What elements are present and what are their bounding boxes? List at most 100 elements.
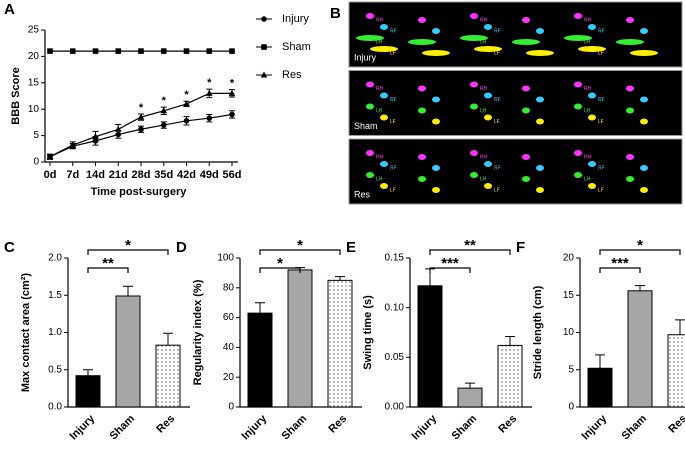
y-tick-label: 1.5 [48,290,62,301]
row-label: Res [354,189,371,199]
marker [260,71,268,78]
paw-label: LH [480,108,487,114]
x-tick-label: Res [154,413,177,436]
bar [75,375,101,408]
paw-print [574,172,582,178]
marker [229,111,235,118]
marker [160,107,168,114]
paw-print [418,176,426,182]
significance: * [297,237,303,254]
paw-print [356,35,384,41]
paw-label: RH [480,17,488,23]
paw-print [512,39,540,45]
paw-label: RF [494,97,501,103]
significance: * [277,255,283,272]
paw-label: LH [584,39,591,45]
paw-print [470,172,478,178]
paw-label: LF [494,119,500,125]
paw-print [626,107,634,114]
paw-print [484,24,492,30]
y-tick-label: 15 [28,77,40,88]
x-tick-label: 49d [200,169,219,181]
paw-print [522,176,530,182]
panel-letter: D [176,239,187,256]
x-tick-label: Res [666,413,685,436]
y-tick-label: 10 [28,104,40,115]
significance: *** [441,255,459,272]
error-bar [595,354,605,369]
marker [160,122,167,128]
paw-print [366,13,374,19]
paw-label: RH [480,86,488,92]
bracket [259,267,301,273]
marker [183,48,190,54]
paw-print [432,165,440,171]
paw-print [536,187,544,193]
y-tick-label: 0 [228,402,234,413]
error-bar [335,276,345,281]
y-tick-label: 0.00 [385,402,405,413]
bracket [259,249,341,255]
paw-label: RH [480,154,488,160]
error-bar [465,382,475,389]
x-tick-label: Injury [68,412,98,442]
y-tick-label: 10 [563,327,575,338]
paw-label: LF [390,187,396,193]
bar [587,367,613,408]
paw-label: RH [584,17,592,23]
bracket [429,267,471,273]
image-frame [348,1,683,68]
paw-print [522,154,530,160]
paw-label: LH [584,176,591,182]
x-tick-label: 7d [66,169,79,181]
annotation: * [184,89,189,101]
x-tick-label: Res [326,413,349,436]
paw-label: RF [598,97,605,103]
marker [206,48,213,54]
paw-print [536,28,544,34]
paw-print [408,39,436,45]
x-tick-label: Injury [240,412,270,442]
paw-print [626,85,634,92]
paw-label: LF [494,50,500,56]
y-tick-label: 80 [223,282,235,293]
bar [247,312,273,408]
paw-print [522,17,530,23]
marker [261,44,267,50]
marker [183,100,190,107]
x-tick-label: Sham [449,413,479,443]
marker [47,48,53,54]
paw-print [588,114,596,121]
marker [138,126,144,133]
y-axis-label: BBB Score [10,67,22,124]
paw-print [484,114,492,121]
panel-letter: C [4,239,15,256]
paw-label: RH [376,17,384,23]
paw-print [626,154,634,160]
y-tick-label: 60 [223,312,235,323]
marker [228,89,236,96]
x-tick-label: Sham [619,413,649,443]
row-label: Injury [354,52,377,62]
error-bar [635,285,645,291]
panel-letter: E [346,239,356,256]
marker [160,48,167,54]
paw-label: LH [376,108,383,114]
y-axis-label: Regularity index (%) [192,279,204,385]
significance: *** [611,255,629,272]
row-label: Sham [354,121,378,131]
paw-print [574,81,582,88]
marker [183,118,190,124]
marker [46,153,54,160]
x-tick-label: 56d [223,169,242,181]
y-tick-label: 0.15 [385,253,405,264]
bar [627,290,653,408]
bar [155,344,181,408]
bar [287,269,313,408]
y-tick-label: 20 [563,253,575,264]
paw-print [432,118,440,125]
paw-print [536,96,544,103]
paw-print [522,107,530,114]
y-tick-label: 0 [568,402,574,413]
paw-print [640,165,648,171]
